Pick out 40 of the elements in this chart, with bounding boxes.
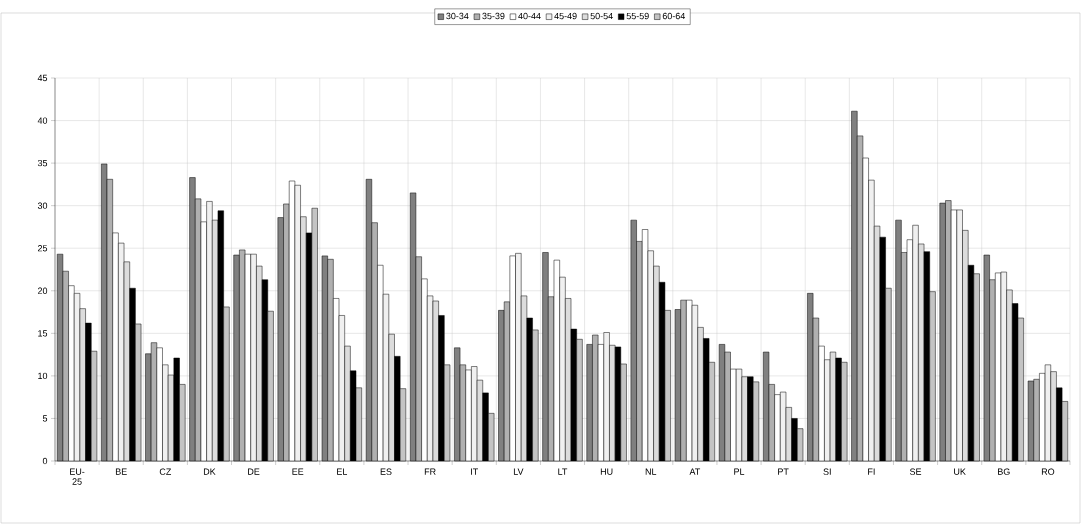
x-tick-label: DK (203, 468, 216, 475)
x-tick-label: EL (337, 468, 348, 475)
x-tick-label: AT (689, 468, 701, 475)
y-tick-label: 30 (37, 202, 48, 209)
y-tick-label: 5 (42, 415, 48, 422)
y-tick-label: 40 (37, 117, 48, 124)
x-tick-label: LT (558, 468, 568, 475)
x-tick-label: IT (471, 468, 479, 475)
legend-label: 35-39 (482, 12, 505, 20)
y-tick-label: 15 (38, 330, 48, 337)
legend-label: 60-64 (662, 12, 685, 20)
x-tick-label: PT (778, 468, 789, 475)
x-tick-label: BG (998, 468, 1010, 475)
x-tick-label: PL (734, 468, 745, 475)
x-tick-label: SE (909, 468, 922, 475)
x-tick-label: BE (115, 468, 127, 475)
legend-label: 30-34 (446, 12, 469, 20)
x-tick-label: RO (1041, 468, 1055, 475)
legend-label: 45-49 (554, 12, 577, 20)
y-tick-label: 45 (37, 74, 48, 82)
x-tick-label: EE (292, 468, 304, 475)
y-tick-label: 25 (37, 245, 48, 252)
x-tick-label: UK (954, 468, 966, 475)
x-tick-label: FI (868, 468, 875, 475)
x-tick-label: CZ (159, 468, 172, 475)
legend-label: 55-59 (626, 12, 649, 20)
x-tick-label: ES (380, 468, 392, 475)
y-tick-label: 35 (37, 159, 48, 167)
x-tick-label: SI (823, 468, 831, 475)
y-tick-label: 20 (37, 287, 48, 294)
y-tick-label: 10 (38, 372, 48, 380)
x-tick-label: DE (248, 468, 260, 475)
x-tick-label: HU (600, 468, 613, 475)
x-tick-label: NL (645, 468, 657, 475)
x-tick-label: LV (513, 468, 524, 475)
legend-label: 50-54 (590, 12, 613, 20)
x-tick-label: FR (424, 468, 436, 475)
x-tick-label: EU-25 (70, 468, 85, 485)
legend-label: 40-44 (518, 12, 541, 20)
y-tick-label: 0 (42, 457, 48, 465)
